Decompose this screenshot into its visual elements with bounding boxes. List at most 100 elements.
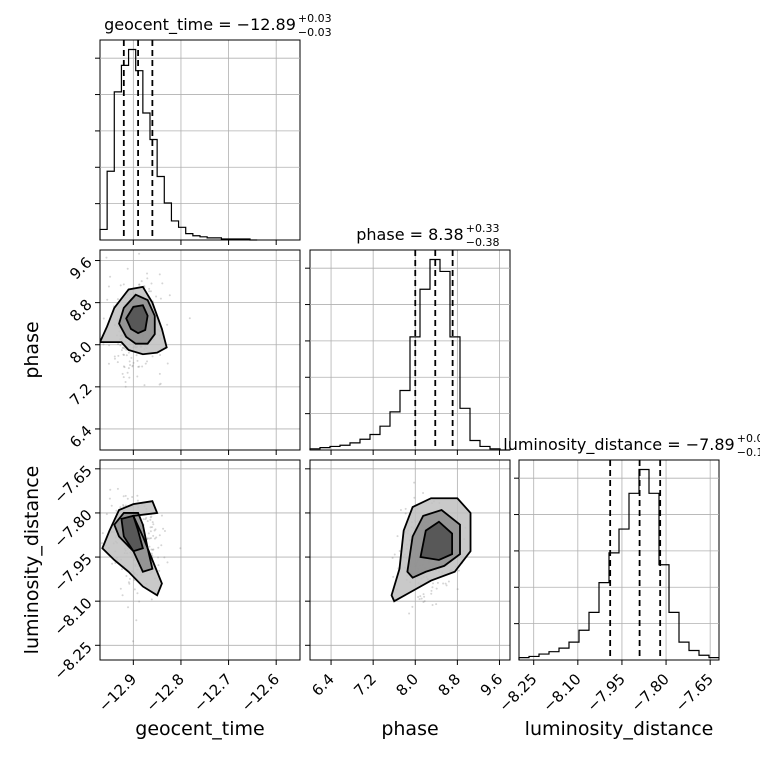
sample-point [136, 494, 139, 497]
sample-point [158, 534, 161, 537]
sample-point [447, 580, 450, 583]
x-axis-label-phase: phase [381, 718, 438, 740]
sample-point [152, 534, 155, 537]
sample-point [419, 595, 422, 598]
panel-title-luminosity_distance: luminosity_distance = −7.89 [503, 435, 734, 455]
x-axis-label-geocent_time: geocent_time [135, 718, 264, 740]
sample-point [166, 362, 169, 365]
sample-point [131, 364, 134, 367]
sample-point [168, 294, 171, 297]
sample-point [150, 548, 153, 551]
sample-point [155, 295, 158, 298]
sample-point [117, 354, 120, 357]
sample-point [107, 285, 110, 288]
sample-point [457, 569, 460, 572]
sample-point [159, 382, 162, 385]
density-layer [100, 487, 182, 643]
sample-point [108, 497, 111, 500]
sample-point [125, 354, 128, 357]
sample-point [445, 584, 448, 587]
panel-luminosity_distance_vs_phase [305, 459, 511, 665]
contour-line [125, 304, 149, 335]
y-tick-label: −7.65 [50, 462, 95, 507]
sample-point [163, 530, 166, 533]
sample-point [148, 537, 151, 540]
sample-point [166, 323, 169, 326]
sample-point [108, 344, 111, 347]
contour-line [101, 500, 163, 597]
x-tick-label: −12.8 [143, 670, 188, 715]
sample-point [146, 538, 149, 541]
sample-point [119, 587, 122, 590]
sample-point [119, 506, 122, 509]
sample-point [422, 491, 425, 494]
sample-point [123, 347, 126, 350]
sample-point [123, 366, 126, 369]
sample-point [149, 526, 152, 529]
sample-point [162, 527, 165, 530]
sample-point [117, 343, 120, 346]
sample-point [159, 297, 162, 300]
density-layer [390, 481, 472, 615]
sample-point [132, 640, 135, 643]
sample-point [109, 488, 112, 491]
hist-panel-luminosity_distance [514, 459, 720, 665]
sample-point [399, 508, 402, 511]
sample-point [146, 360, 149, 363]
sample-point [431, 603, 434, 606]
sample-point [158, 273, 161, 276]
x-axis-label-luminosity_distance: luminosity_distance [525, 718, 714, 740]
sample-point [422, 600, 425, 603]
y-tick-label: 6.4 [66, 422, 96, 452]
sample-point [392, 575, 395, 578]
sample-point [420, 597, 423, 600]
sample-point [436, 581, 439, 584]
x-tick-label: −12.9 [95, 670, 140, 715]
sample-point [122, 283, 125, 286]
x-tick-label: 7.2 [350, 670, 380, 700]
sample-point [157, 546, 160, 549]
y-axis-label-phase: phase [21, 321, 43, 378]
sample-point [114, 562, 117, 565]
sample-point [128, 577, 131, 580]
sample-point [145, 516, 148, 519]
sample-point [132, 361, 135, 364]
sample-point [106, 298, 109, 301]
sample-point [135, 354, 138, 357]
sample-point [124, 385, 127, 388]
sample-point [105, 256, 108, 259]
sample-point [111, 562, 114, 565]
sample-point [140, 280, 143, 283]
sample-point [96, 410, 98, 412]
sample-point [444, 582, 447, 585]
sample-point [138, 283, 141, 286]
y-tick-label: 7.2 [66, 380, 96, 410]
contour-fill [126, 305, 148, 334]
sample-point [435, 603, 438, 606]
x-tick-label: −7.95 [584, 670, 629, 715]
sample-point [149, 518, 152, 521]
x-tick-label: 8.0 [392, 670, 422, 700]
sample-point [122, 376, 125, 379]
sample-point [143, 384, 146, 387]
contour-line [406, 508, 461, 579]
x-tick-label: 6.4 [308, 670, 338, 700]
sample-point [136, 375, 139, 378]
y-tick-label: −8.25 [50, 638, 95, 683]
sample-point [151, 548, 154, 551]
sample-point [417, 595, 420, 598]
x-tick-label: −7.65 [672, 670, 717, 715]
sample-point [119, 284, 122, 287]
title-upper-error: +0.03 [298, 12, 332, 25]
sample-point [161, 282, 164, 285]
hist-panel-phase [305, 249, 511, 455]
x-tick-label: −8.25 [495, 670, 540, 715]
sample-point [404, 507, 407, 510]
sample-point [122, 353, 125, 356]
sample-point [107, 362, 110, 365]
sample-point [120, 349, 123, 352]
sample-point [126, 267, 129, 270]
sample-point [126, 371, 129, 374]
sample-point [124, 494, 127, 497]
sample-point [125, 348, 128, 351]
